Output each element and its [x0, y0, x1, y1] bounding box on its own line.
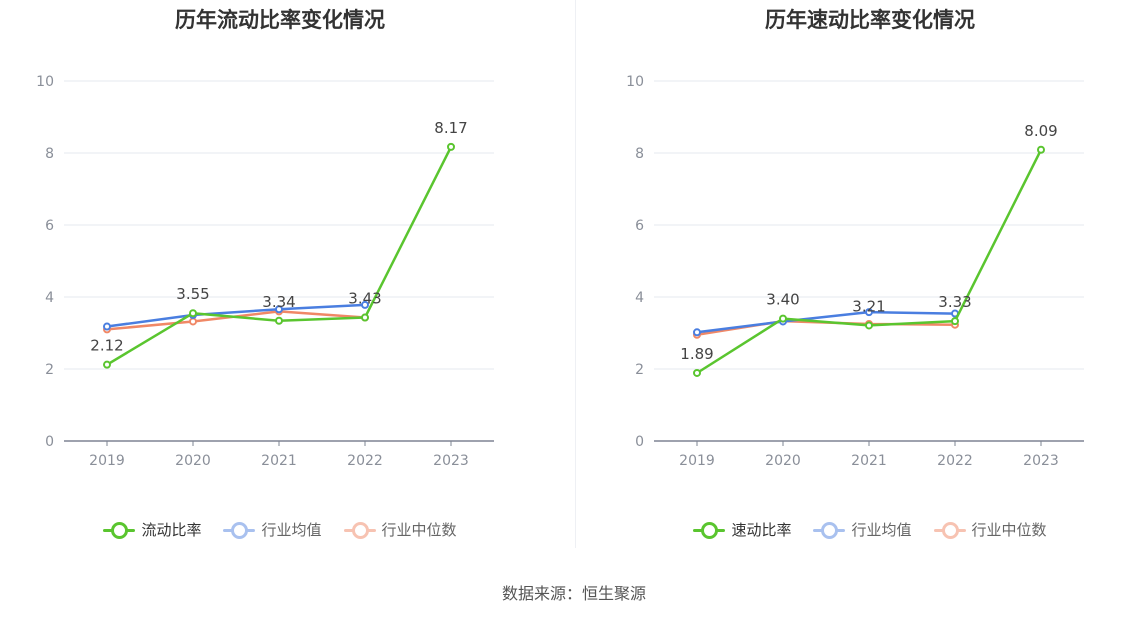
legend-line-circle-icon: [933, 521, 966, 539]
x-tick-label: 2021: [851, 453, 887, 469]
legend-item-industry-median[interactable]: 行业中位数: [343, 519, 457, 540]
y-tick-label: 2: [45, 362, 54, 378]
data-label: 3.43: [348, 290, 381, 308]
data-point: [275, 316, 283, 325]
x-tick-label: 2020: [765, 453, 801, 469]
y-tick-label: 10: [626, 74, 644, 90]
data-label: 8.09: [1024, 122, 1057, 140]
legend-line-circle-icon: [223, 521, 256, 539]
data-point: [865, 308, 873, 317]
x-tick-label: 2019: [679, 453, 715, 469]
data-label: 3.33: [938, 293, 971, 311]
y-tick-label: 6: [45, 218, 54, 234]
data-point: [693, 328, 701, 337]
data-point: [103, 322, 111, 331]
y-tick-label: 4: [45, 290, 54, 306]
x-tick-label: 2021: [261, 453, 297, 469]
current-ratio-chart: 0 2 4 6 8 10 2019 2020 2021 2022 2023 2.12 3.55 3.34 3…: [36, 74, 494, 469]
legend-label: 流动比率: [141, 521, 202, 539]
data-label: 1.89: [680, 345, 713, 363]
legend-item-quick-ratio[interactable]: 速动比率: [693, 519, 791, 540]
legend-line-circle-icon: [813, 521, 846, 539]
data-point: [693, 368, 701, 377]
chart-title: 历年速动比率变化情况: [765, 8, 975, 32]
data-point: [189, 309, 197, 318]
legend-label: 行业中位数: [381, 521, 457, 539]
legend-line-circle-icon: [693, 521, 726, 539]
data-label: 3.21: [852, 297, 885, 315]
data-source-note: 数据来源：恒生聚源: [501, 584, 646, 603]
y-tick-label: 0: [635, 434, 644, 450]
legend-label: 行业中位数: [971, 521, 1047, 539]
legend-label: 行业均值: [851, 521, 912, 539]
data-point: [275, 305, 283, 314]
series-line: [696, 310, 956, 334]
data-label: 2.12: [90, 337, 123, 355]
current-ratio-panel: 历年流动比率变化情况 0 2 4 6 8 10 2019 2020 2021 2022 2023 2.…: [0, 0, 574, 548]
legend-item-industry-average[interactable]: 行业均值: [813, 519, 912, 540]
data-point: [361, 313, 369, 322]
y-tick-label: 6: [635, 218, 644, 234]
y-tick-label: 4: [635, 290, 644, 306]
quick-ratio-panel: 历年速动比率变化情况 0 2 4 6 8 10 2019 2020 2021 2022 2023 1.…: [590, 0, 1148, 548]
chart-title: 历年流动比率变化情况: [175, 8, 385, 32]
series-line: [106, 146, 453, 366]
x-tick-label: 2022: [347, 453, 383, 469]
legend-label: 行业均值: [261, 521, 322, 539]
data-point: [951, 317, 959, 326]
legend-label: 速动比率: [731, 521, 792, 539]
legend: 流动比率 行业均值 行业中位数: [0, 519, 560, 540]
data-label: 8.17: [434, 119, 467, 137]
data-label: 3.40: [766, 291, 799, 309]
y-tick-label: 10: [36, 74, 54, 90]
data-label: 3.34: [262, 293, 295, 311]
quick-ratio-chart: 0 2 4 6 8 10 2019 2020 2021 2022 2023 1.89 3.40 3.21 3…: [626, 74, 1084, 469]
legend: 速动比率 行业均值 行业中位数: [590, 519, 1148, 540]
x-tick-label: 2022: [937, 453, 973, 469]
data-point: [865, 321, 873, 330]
series-line: [106, 303, 366, 328]
x-tick-label: 2019: [89, 453, 125, 469]
data-label: 3.55: [176, 285, 209, 303]
data-point: [1037, 145, 1045, 154]
x-tick-label: 2023: [1023, 453, 1059, 469]
legend-item-industry-average[interactable]: 行业均值: [223, 519, 322, 540]
series-line: [696, 149, 1043, 375]
y-tick-label: 8: [635, 146, 644, 162]
data-point: [103, 360, 111, 369]
x-tick-label: 2020: [175, 453, 211, 469]
data-point: [189, 317, 197, 326]
legend-item-current-ratio[interactable]: 流动比率: [103, 519, 201, 540]
panel-divider: [575, 0, 576, 548]
data-point: [361, 300, 369, 309]
y-tick-label: 0: [45, 434, 54, 450]
data-point: [779, 314, 787, 323]
y-tick-label: 8: [45, 146, 54, 162]
y-tick-label: 2: [635, 362, 644, 378]
legend-item-industry-median[interactable]: 行业中位数: [933, 519, 1047, 540]
data-point: [447, 142, 455, 151]
x-tick-label: 2023: [433, 453, 469, 469]
legend-line-circle-icon: [103, 521, 136, 539]
legend-line-circle-icon: [343, 521, 376, 539]
